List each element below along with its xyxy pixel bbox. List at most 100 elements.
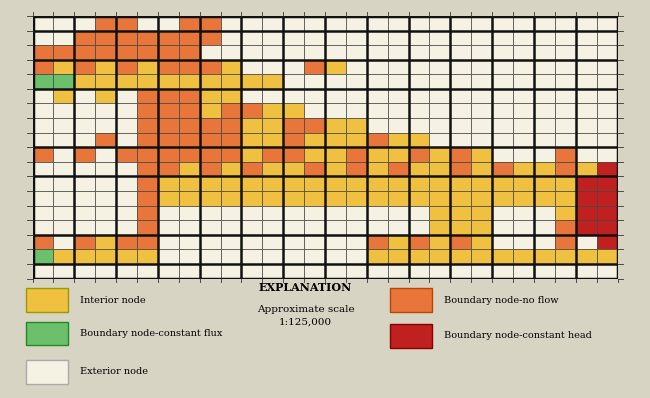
Bar (220, 45, 241, 60)
Bar (534, 235, 555, 250)
Bar (53, 176, 74, 191)
Bar (158, 206, 179, 220)
Bar (513, 74, 534, 89)
Bar (158, 235, 179, 250)
Bar (513, 31, 534, 45)
Bar (597, 60, 618, 74)
Bar (430, 176, 450, 191)
Bar (95, 103, 116, 118)
Bar (137, 16, 158, 31)
Bar (576, 89, 597, 103)
Bar (390, 324, 432, 348)
Bar (283, 133, 304, 147)
Bar (220, 103, 241, 118)
Bar (137, 176, 158, 191)
Bar (555, 162, 576, 176)
Bar (346, 89, 367, 103)
Bar (32, 235, 53, 250)
Bar (137, 147, 158, 162)
Bar (263, 250, 283, 264)
Bar (367, 250, 387, 264)
Bar (597, 176, 618, 191)
Bar (200, 147, 220, 162)
Bar (137, 60, 158, 74)
Bar (179, 89, 200, 103)
Bar (492, 264, 513, 279)
Bar (534, 103, 555, 118)
Bar (263, 74, 283, 89)
Bar (576, 250, 597, 264)
Bar (492, 191, 513, 206)
Bar (95, 31, 116, 45)
Text: Boundary node-no flow: Boundary node-no flow (444, 296, 558, 304)
Bar (263, 118, 283, 133)
Bar (555, 191, 576, 206)
Bar (220, 74, 241, 89)
Bar (53, 16, 74, 31)
Bar (409, 235, 430, 250)
Bar (513, 235, 534, 250)
Bar (179, 220, 200, 235)
Bar (346, 16, 367, 31)
Bar (53, 45, 74, 60)
Bar (387, 235, 409, 250)
Bar (116, 103, 137, 118)
Bar (492, 74, 513, 89)
Bar (387, 147, 409, 162)
Bar (137, 45, 158, 60)
Bar (471, 191, 492, 206)
Bar (137, 162, 158, 176)
Bar (116, 191, 137, 206)
Bar (95, 89, 116, 103)
Bar (137, 133, 158, 147)
Bar (325, 206, 346, 220)
Bar (492, 89, 513, 103)
Bar (450, 103, 471, 118)
Bar (409, 60, 430, 74)
Bar (74, 118, 95, 133)
Bar (471, 206, 492, 220)
Bar (471, 89, 492, 103)
Bar (430, 147, 450, 162)
Bar (53, 89, 74, 103)
Bar (241, 191, 263, 206)
Bar (304, 89, 325, 103)
Bar (492, 147, 513, 162)
Bar (450, 31, 471, 45)
Bar (409, 250, 430, 264)
Bar (430, 31, 450, 45)
Bar (200, 45, 220, 60)
Bar (74, 176, 95, 191)
Bar (534, 60, 555, 74)
Bar (325, 264, 346, 279)
Bar (220, 118, 241, 133)
Bar (597, 74, 618, 89)
Bar (409, 206, 430, 220)
Bar (95, 162, 116, 176)
Bar (53, 133, 74, 147)
Bar (200, 89, 220, 103)
Bar (534, 16, 555, 31)
Text: Approximate scale
1:125,000: Approximate scale 1:125,000 (257, 305, 354, 326)
Bar (241, 176, 263, 191)
Bar (53, 250, 74, 264)
Bar (53, 264, 74, 279)
Bar (53, 118, 74, 133)
Bar (367, 235, 387, 250)
Bar (409, 89, 430, 103)
Bar (74, 103, 95, 118)
Bar (32, 147, 53, 162)
Bar (116, 31, 137, 45)
Bar (95, 250, 116, 264)
Bar (450, 133, 471, 147)
Bar (263, 176, 283, 191)
Bar (325, 118, 346, 133)
Bar (116, 176, 137, 191)
Bar (74, 235, 95, 250)
Bar (241, 60, 263, 74)
Bar (409, 176, 430, 191)
Bar (263, 60, 283, 74)
Bar (387, 250, 409, 264)
Bar (179, 45, 200, 60)
Bar (555, 16, 576, 31)
